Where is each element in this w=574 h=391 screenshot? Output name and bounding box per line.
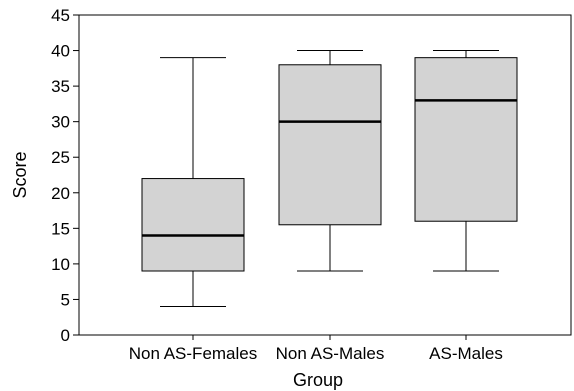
x-tick-label-3: AS-Males — [429, 344, 503, 363]
x-tick-label-1: Non AS-Females — [129, 344, 258, 363]
iqr-box — [278, 64, 382, 226]
plot-frame — [78, 14, 572, 336]
y-tick-label-10: 10 — [51, 255, 70, 274]
y-tick-label-15: 15 — [51, 219, 70, 238]
y-tick-label-25: 25 — [51, 148, 70, 167]
x-axis-title: Group — [293, 370, 343, 390]
iqr-box — [414, 57, 518, 222]
y-tick-label-45: 45 — [51, 6, 70, 25]
y-tick-label-0: 0 — [61, 326, 70, 345]
y-tick-label-5: 5 — [61, 290, 70, 309]
y-axis-title: Score — [10, 151, 30, 198]
box-2 — [278, 50, 382, 272]
axes: 0 5 10 15 20 25 30 35 40 45 Non AS-Females Non AS-M… — [51, 6, 503, 363]
y-tick-label-20: 20 — [51, 184, 70, 203]
y-tick-label-40: 40 — [51, 42, 70, 61]
plot-area — [78, 14, 572, 336]
box-3 — [414, 50, 518, 272]
x-tick-label-2: Non AS-Males — [276, 344, 385, 363]
y-tick-label-35: 35 — [51, 77, 70, 96]
y-tick-label-30: 30 — [51, 113, 70, 132]
iqr-box — [141, 178, 245, 272]
box-series — [141, 50, 518, 308]
box-1 — [141, 57, 245, 308]
